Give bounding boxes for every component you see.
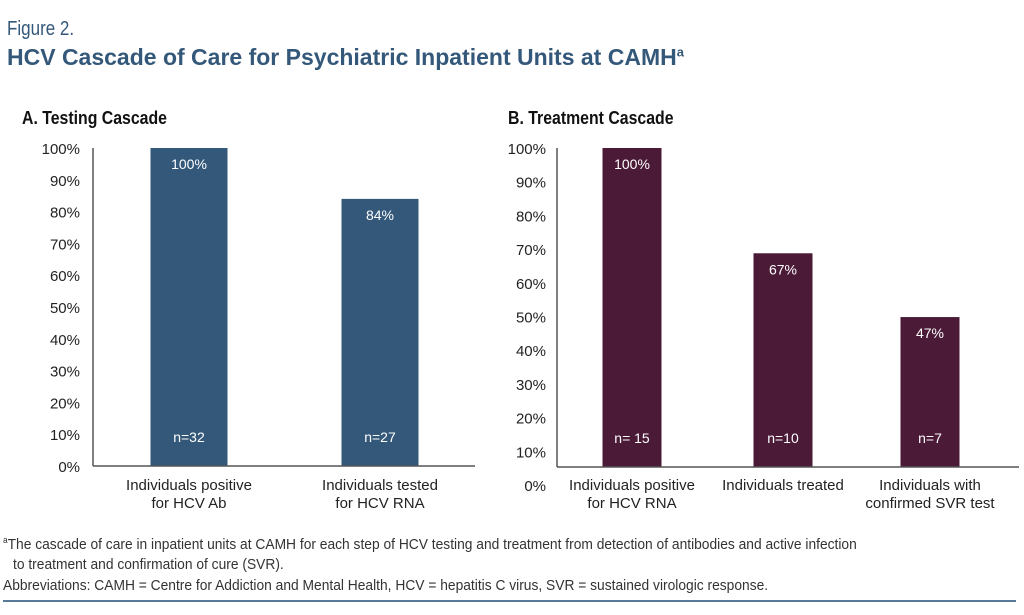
x-category-label: for HCV Ab [151, 495, 226, 512]
y-tick-label: 40% [50, 332, 80, 349]
x-category-label: Individuals tested [322, 477, 438, 494]
figure-label: Figure 2. [7, 18, 75, 40]
y-tick-label: 50% [516, 310, 546, 327]
bar-n-label: n= 15 [614, 430, 650, 446]
bar-n-label: n=32 [173, 429, 205, 445]
figure-title: HCV Cascade of Care for Psychiatric Inpa… [7, 44, 684, 71]
y-tick-label: 70% [516, 242, 546, 259]
y-tick-label: 80% [50, 205, 80, 222]
y-tick-label: 30% [516, 377, 546, 394]
x-category-label: Individuals positive [569, 477, 695, 494]
x-category-label: confirmed SVR test [865, 495, 995, 512]
y-tick-label: 80% [516, 208, 546, 225]
y-tick-label: 10% [516, 444, 546, 461]
bar-value-label: 100% [614, 156, 650, 172]
footnote-line-2: to treatment and confirmation of cure (S… [13, 556, 284, 573]
x-category-label: Individuals positive [126, 477, 252, 494]
y-tick-label: 90% [50, 173, 80, 190]
bar [753, 253, 813, 467]
bar-n-label: n=7 [918, 430, 942, 446]
y-tick-label: 60% [50, 268, 80, 285]
bar [150, 148, 228, 466]
bar [900, 317, 960, 467]
footnote-a: aThe cascade of care in inpatient units … [3, 535, 857, 553]
bar-value-label: 67% [769, 261, 797, 277]
bar [341, 198, 419, 466]
bar-n-label: n=10 [767, 430, 799, 446]
y-tick-label: 20% [50, 395, 80, 412]
figure-title-footnote-marker: a [676, 44, 684, 60]
bar-value-label: 47% [916, 325, 944, 341]
bar-value-label: 84% [366, 207, 394, 223]
y-tick-label: 0% [58, 459, 80, 476]
x-category-label: for HCV RNA [587, 495, 676, 512]
panel-a-title: A. Testing Cascade [22, 108, 167, 128]
bar-n-label: n=27 [364, 429, 396, 445]
x-category-label: Individuals with [879, 477, 981, 494]
y-tick-label: 10% [50, 427, 80, 444]
footnote-marker: a [3, 535, 8, 545]
figure-title-text: HCV Cascade of Care for Psychiatric Inpa… [7, 44, 677, 70]
bar-value-label: 100% [171, 156, 207, 172]
y-tick-label: 60% [516, 276, 546, 293]
y-tick-label: 0% [524, 478, 546, 495]
y-tick-label: 70% [50, 236, 80, 253]
footnote-line-1: The cascade of care in inpatient units a… [7, 536, 857, 553]
x-category-label: for HCV RNA [335, 495, 424, 512]
abbreviations: Abbreviations: CAMH = Centre for Addicti… [3, 577, 769, 594]
bar [602, 148, 662, 467]
y-tick-label: 90% [516, 175, 546, 192]
panel-b-title: B. Treatment Cascade [508, 108, 674, 128]
x-category-label: Individuals treated [722, 477, 844, 494]
y-tick-label: 30% [50, 364, 80, 381]
y-tick-label: 20% [516, 411, 546, 428]
y-tick-label: 50% [50, 300, 80, 317]
y-tick-label: 40% [516, 343, 546, 360]
y-tick-label: 100% [508, 141, 546, 158]
y-tick-label: 100% [42, 141, 80, 158]
bottom-rule [3, 600, 1016, 602]
